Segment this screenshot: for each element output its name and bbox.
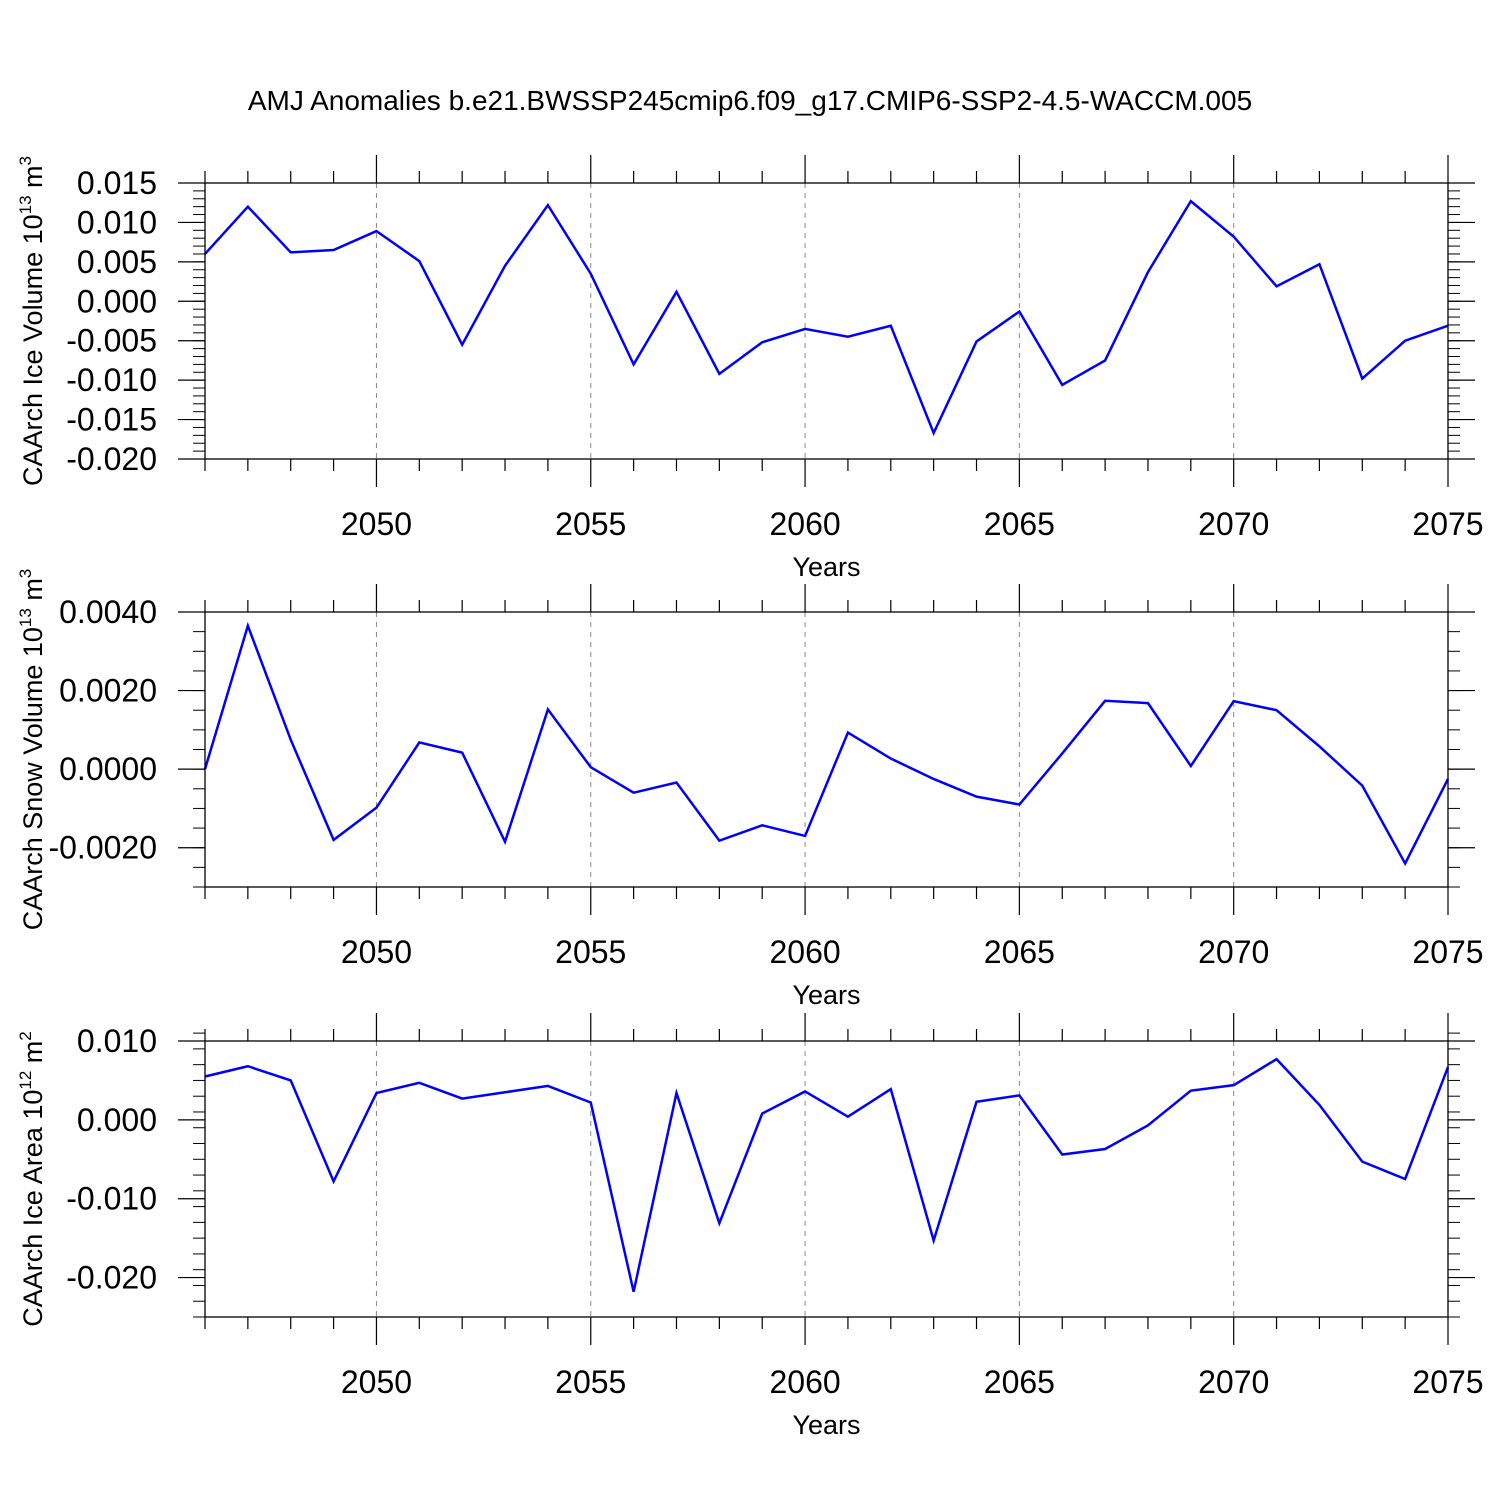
y-axis-label-text: CAArch Ice Area 10 <box>18 1090 48 1327</box>
y-tick-label: 0.010 <box>77 204 157 240</box>
panel-2: 0.0040 0.0020 0.0000 -0.0020 2050 2055 2060 206… <box>16 569 1484 1010</box>
x-tick-label: 2050 <box>341 1364 412 1400</box>
y-axis-label-exp: 12 <box>16 1071 35 1090</box>
y-tick-label: 0.0020 <box>59 673 157 709</box>
y-tick-label: -0.0020 <box>48 830 157 866</box>
x-tick-label: 2050 <box>341 506 412 542</box>
x-tick-label: 2055 <box>555 1364 626 1400</box>
x-tick-label: 2050 <box>341 934 412 970</box>
x-tick-label: 2075 <box>1412 934 1483 970</box>
x-tick-label: 2075 <box>1412 506 1483 542</box>
y-tick-label: -0.020 <box>66 441 157 477</box>
y-axis-label-text: CAArch Snow Volume 10 <box>18 627 48 930</box>
y-axis-label-unit-exp: 3 <box>16 156 35 165</box>
x-axis-label: Years <box>792 980 860 1010</box>
y-axis-label-unit: m <box>18 1041 48 1071</box>
x-axis-label: Years <box>792 552 860 582</box>
x-tick-label: 2055 <box>555 934 626 970</box>
x-tick-label: 2065 <box>984 1364 1055 1400</box>
x-tick-label: 2065 <box>984 506 1055 542</box>
y-axis-label-text: CAArch Ice Volume 10 <box>18 214 48 486</box>
panels: 0.0150.0100.0050.000-0.005-0.010-0.015-0… <box>16 155 1484 1440</box>
x-tick-label: 2060 <box>769 1364 840 1400</box>
y-axis-label-unit: m <box>18 578 48 608</box>
x-tick-label: 2060 <box>769 506 840 542</box>
y-tick-label: 0.000 <box>77 283 157 319</box>
y-tick-label: 0.005 <box>77 244 157 280</box>
y-tick-label: 0.015 <box>77 165 157 201</box>
y-tick-label: -0.015 <box>66 402 157 438</box>
x-axis-label: Years <box>792 1410 860 1440</box>
plot-frame <box>204 1040 1449 1318</box>
x-tick-label: 2070 <box>1198 934 1269 970</box>
y-tick-label: 0.010 <box>77 1023 157 1059</box>
series-line <box>204 199 1449 437</box>
y-tick-label: -0.005 <box>66 323 157 359</box>
y-axis-label-exp: 13 <box>16 608 35 627</box>
y-axis-label-unit: m <box>18 165 48 195</box>
y-tick-label: 0.0000 <box>59 751 157 787</box>
x-tick-label: 2075 <box>1412 1364 1483 1400</box>
y-tick-label: 0.000 <box>77 1102 157 1138</box>
y-axis-label-exp: 13 <box>16 195 35 214</box>
chart-title: AMJ Anomalies b.e21.BWSSP245cmip6.f09_g1… <box>248 85 1252 116</box>
y-axis-label-unit-exp: 2 <box>16 1031 35 1040</box>
y-tick-label: -0.010 <box>66 362 157 398</box>
x-tick-label: 2060 <box>769 934 840 970</box>
x-tick-label: 2065 <box>984 934 1055 970</box>
plot-frame <box>204 182 1449 460</box>
y-axis-label: CAArch Ice Area 1012 m2 <box>16 1031 48 1327</box>
x-tick-label: 2055 <box>555 506 626 542</box>
y-axis-label-unit-exp: 3 <box>16 569 35 578</box>
plot-frame <box>204 611 1449 888</box>
y-tick-label: -0.010 <box>66 1181 157 1217</box>
y-axis-label: CAArch Snow Volume 1013 m3 <box>16 569 48 931</box>
y-tick-label: 0.0040 <box>59 594 157 630</box>
series-line <box>203 621 1450 867</box>
series-line <box>204 1057 1450 1293</box>
y-axis-label: CAArch Ice Volume 1013 m3 <box>16 156 48 486</box>
x-tick-label: 2070 <box>1198 1364 1269 1400</box>
y-tick-label: -0.020 <box>66 1260 157 1296</box>
x-tick-label: 2070 <box>1198 506 1269 542</box>
panel-3: 0.010 0.000 -0.010 -0.020 2050 2055 2060 2065 20… <box>16 1013 1484 1440</box>
